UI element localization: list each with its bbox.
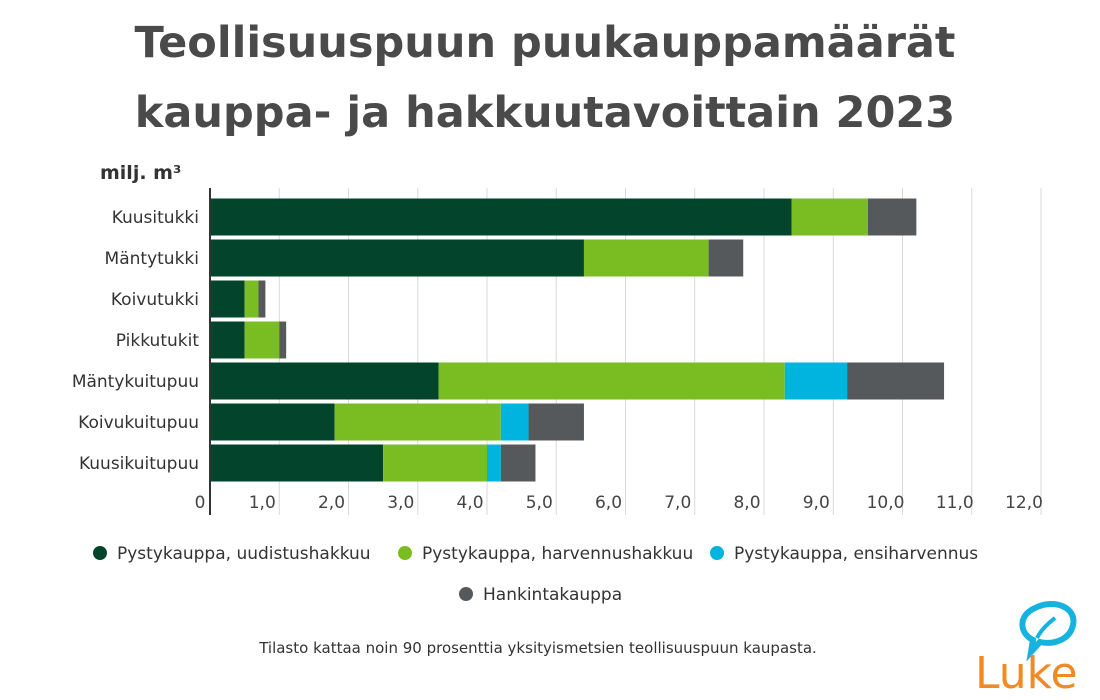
chart-title-line2: kauppa- ja hakkuutavoittain 2023 xyxy=(134,88,956,138)
legend-label: Pystykauppa, ensiharvennus xyxy=(734,544,978,564)
bar-segment xyxy=(279,321,287,359)
bar-segment xyxy=(867,198,917,236)
y-axis-unit-label: milj. m³ xyxy=(100,162,182,184)
bar-segment xyxy=(487,444,501,482)
legend-label: Hankintakauppa xyxy=(483,585,622,605)
bar-segment xyxy=(383,444,487,482)
legend-marker xyxy=(459,587,473,601)
bar-segment xyxy=(583,239,709,277)
x-tick-label: 7,0 xyxy=(664,493,691,513)
x-tick-label: 5,0 xyxy=(526,493,553,513)
bar-segment xyxy=(784,362,848,400)
bar-segment xyxy=(210,362,439,400)
x-tick-label: 4,0 xyxy=(456,493,483,513)
x-tick-label: 2,0 xyxy=(318,493,345,513)
x-tick-label: 9,0 xyxy=(803,493,830,513)
x-tick-label: 3,0 xyxy=(387,493,414,513)
footnote: Tilasto kattaa noin 90 prosenttia yksity… xyxy=(259,639,817,657)
category-label: Koivukuitupuu xyxy=(78,413,199,433)
bar-segment xyxy=(334,403,501,441)
bar-segment xyxy=(210,321,245,359)
bar-segment xyxy=(210,198,792,236)
bar-segment xyxy=(258,280,266,318)
bar-segment xyxy=(847,362,945,400)
legend-marker xyxy=(710,546,724,560)
x-tick-label: 1,0 xyxy=(249,493,276,513)
bar-segment xyxy=(244,280,259,318)
bar-segment xyxy=(210,280,245,318)
legend-marker xyxy=(93,546,107,560)
legend-marker xyxy=(398,546,412,560)
bar-segment xyxy=(500,403,529,441)
bar-segment xyxy=(210,403,335,441)
legend-label: Pystykauppa, uudistushakkuu xyxy=(117,544,371,564)
x-tick-label: 0 xyxy=(195,493,206,513)
category-label: Pikkutukit xyxy=(116,331,200,351)
bar-segment xyxy=(528,403,584,441)
x-tick-label: 6,0 xyxy=(595,493,622,513)
category-label: Kuusitukki xyxy=(112,208,199,228)
bar-segment xyxy=(708,239,744,277)
chart-title-line1: Teollisuuspuun puukauppamäärät xyxy=(134,18,956,68)
legend-label: Pystykauppa, harvennushakkuu xyxy=(422,544,693,564)
x-tick-label: 8,0 xyxy=(733,493,760,513)
svg-text:Luke: Luke xyxy=(975,648,1078,695)
category-label: Mäntytukki xyxy=(105,249,199,269)
category-label: Mäntykuitupuu xyxy=(72,372,199,392)
bar-segment xyxy=(244,321,280,359)
bar-segment xyxy=(210,444,384,482)
x-tick-label: 10,0 xyxy=(867,493,905,513)
category-label: Koivutukki xyxy=(111,290,199,310)
x-tick-label: 12,0 xyxy=(1005,493,1043,513)
x-tick-label: 11,0 xyxy=(936,493,974,513)
bar-segment xyxy=(210,239,584,277)
bar-segment xyxy=(438,362,785,400)
bar-segment xyxy=(500,444,536,482)
category-label: Kuusikuitupuu xyxy=(79,454,199,474)
bar-segment xyxy=(791,198,868,236)
leaf-bubble-icon: Luke xyxy=(975,601,1078,695)
